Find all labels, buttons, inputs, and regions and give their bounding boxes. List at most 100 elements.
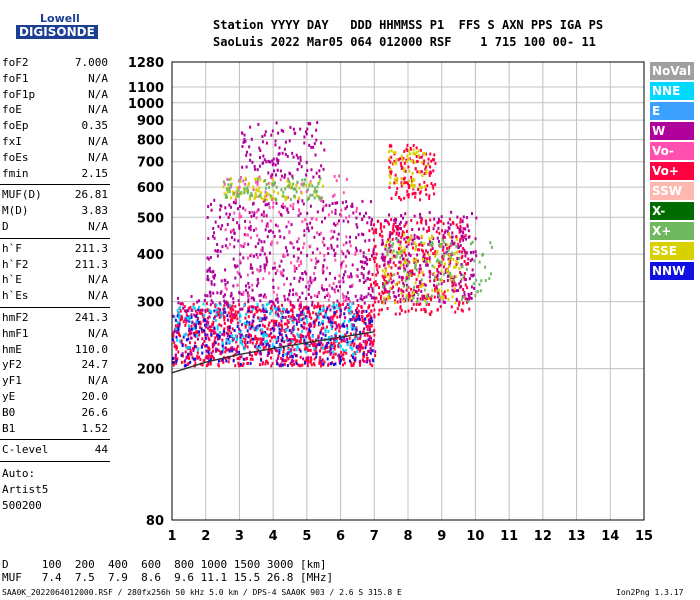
- echo-point: [350, 275, 353, 279]
- echo-point: [227, 305, 230, 309]
- echo-point: [187, 318, 190, 322]
- echo-point: [289, 303, 292, 307]
- echo-point: [233, 264, 236, 268]
- echo-point: [392, 249, 395, 253]
- echo-point: [200, 327, 203, 331]
- echo-point: [221, 332, 224, 336]
- echo-point: [301, 334, 304, 338]
- echo-point: [339, 315, 342, 319]
- echo-point: [221, 344, 224, 348]
- echo-point: [402, 232, 405, 236]
- echo-point: [266, 222, 269, 226]
- echo-point: [304, 350, 307, 354]
- echo-point: [268, 206, 271, 210]
- echo-point: [232, 257, 235, 261]
- echo-point: [283, 307, 286, 311]
- echo-point: [418, 243, 421, 247]
- echo-point: [453, 287, 456, 291]
- echo-point: [420, 308, 423, 312]
- echo-point: [212, 231, 215, 235]
- param-key: yF1: [2, 374, 22, 388]
- echo-point: [340, 339, 343, 343]
- echo-point: [263, 158, 266, 162]
- echo-point: [196, 356, 199, 360]
- echo-point: [213, 198, 216, 202]
- echo-point: [395, 190, 398, 194]
- echo-point: [453, 275, 456, 279]
- echo-point: [280, 362, 283, 366]
- echo-point: [269, 327, 272, 331]
- echo-point: [400, 154, 403, 158]
- echo-point: [346, 324, 349, 328]
- echo-point: [227, 332, 230, 336]
- echo-point: [329, 345, 332, 349]
- echo-point: [484, 265, 487, 269]
- echo-point: [322, 315, 325, 319]
- echo-point: [389, 167, 392, 171]
- echo-point: [374, 256, 377, 260]
- echo-point: [184, 344, 187, 348]
- echo-point: [321, 346, 324, 350]
- echo-point: [449, 258, 452, 262]
- echo-point: [274, 223, 277, 227]
- echo-point: [362, 233, 365, 237]
- echo-point: [395, 162, 398, 166]
- echo-point: [224, 244, 227, 248]
- echo-point: [301, 199, 304, 203]
- echo-point: [280, 317, 283, 321]
- echo-point: [259, 318, 262, 322]
- echo-point: [233, 315, 236, 319]
- echo-point: [359, 336, 362, 340]
- echo-point: [199, 322, 202, 326]
- echo-point: [318, 361, 321, 365]
- echo-point: [298, 162, 301, 166]
- echo-point: [191, 356, 194, 360]
- echo-point: [230, 310, 233, 314]
- echo-point: [369, 319, 372, 323]
- echo-point: [321, 268, 324, 272]
- echo-point: [210, 329, 213, 333]
- echo-point: [230, 306, 233, 310]
- echo-point: [419, 297, 422, 301]
- echo-point: [368, 325, 371, 329]
- echo-point: [405, 277, 408, 281]
- echo-point: [425, 297, 428, 301]
- echo-point: [298, 186, 301, 190]
- echo-point: [358, 360, 361, 364]
- echo-point: [262, 338, 265, 342]
- muf-value-line: MUF 7.4 7.5 7.9 8.6 9.6 11.1 15.5 26.8 […: [2, 571, 334, 584]
- echo-point: [270, 331, 273, 335]
- echo-point: [388, 166, 391, 170]
- echo-point: [446, 268, 449, 272]
- echo-point: [387, 260, 390, 264]
- echo-point: [302, 202, 305, 206]
- echo-point: [236, 317, 239, 321]
- echo-point: [228, 349, 231, 353]
- echo-point: [347, 220, 350, 224]
- echo-point: [236, 283, 239, 287]
- echo-point: [474, 237, 477, 241]
- echo-point: [322, 288, 325, 292]
- echo-point: [318, 175, 321, 179]
- echo-point: [204, 319, 207, 323]
- echo-point: [181, 354, 184, 358]
- echo-point: [247, 335, 250, 339]
- echo-point: [353, 314, 356, 318]
- echo-point: [327, 319, 330, 323]
- echo-point: [248, 305, 251, 309]
- echo-point: [193, 324, 196, 328]
- echo-point: [206, 345, 209, 349]
- echo-point: [240, 355, 243, 359]
- echo-point: [271, 326, 274, 330]
- echo-point: [198, 305, 201, 309]
- echo-point: [425, 169, 428, 173]
- echo-point: [415, 268, 418, 272]
- echo-point: [177, 350, 180, 354]
- echo-point: [264, 228, 267, 232]
- echo-point: [248, 353, 251, 357]
- echo-point: [227, 215, 230, 219]
- echo-point: [303, 233, 306, 237]
- x-tick-label: 3: [235, 529, 244, 544]
- echo-point: [331, 202, 334, 206]
- echo-point: [231, 190, 234, 194]
